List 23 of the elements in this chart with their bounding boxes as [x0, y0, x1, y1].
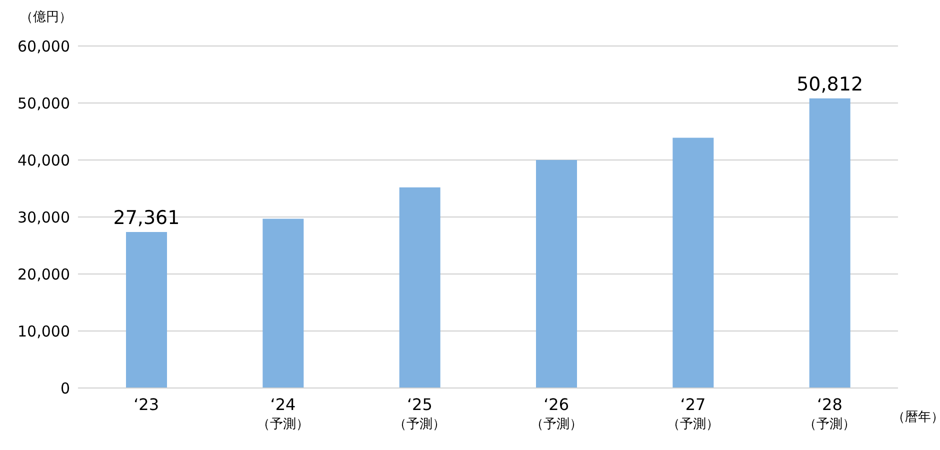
y-axis-title: （億円） — [20, 9, 72, 26]
y-tick-label: 40,000 — [18, 151, 70, 170]
y-tick-label: 50,000 — [18, 94, 70, 112]
x-tick-label: ‘24 （予測） — [257, 395, 309, 432]
y-tick-label: 10,000 — [18, 322, 70, 340]
x-tick-label: ‘27 （予測） — [667, 395, 719, 432]
x-tick-label: ‘25 （予測） — [394, 395, 446, 432]
x-tick-label: ‘23 — [134, 395, 160, 414]
x-axis-title: （暦年） — [892, 409, 940, 426]
y-tick-label: 20,000 — [18, 265, 70, 284]
bar — [536, 160, 577, 388]
bar — [672, 138, 714, 388]
data-label: 50,812 — [796, 73, 864, 96]
bar — [126, 232, 167, 388]
y-tick-label: 60,000 — [18, 37, 70, 56]
bar — [262, 218, 304, 388]
y-tick-label: 30,000 — [18, 208, 70, 226]
x-tick-label: ‘28 （予測） — [804, 395, 856, 432]
data-label: 27,361 — [113, 207, 180, 230]
x-tick-label: ‘26 （予測） — [530, 395, 582, 432]
bar — [399, 187, 440, 388]
bar — [809, 98, 850, 388]
y-tick-label: 0 — [60, 379, 70, 398]
